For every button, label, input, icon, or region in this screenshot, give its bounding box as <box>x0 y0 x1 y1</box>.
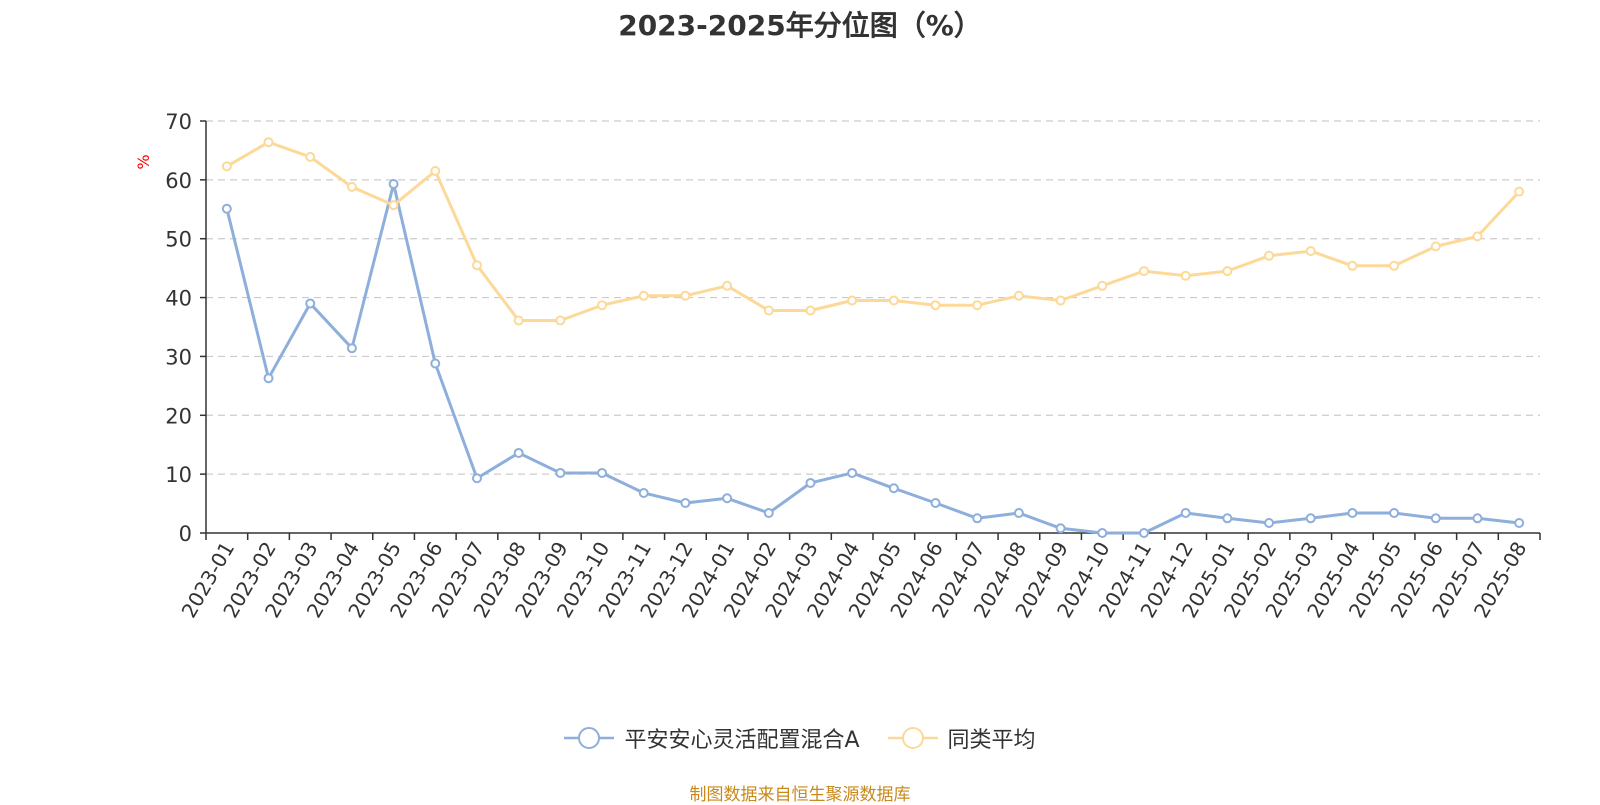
series-1-point <box>221 161 232 172</box>
series-1-point <box>763 305 774 316</box>
series-1-point <box>263 137 274 148</box>
series-1-point <box>388 200 399 211</box>
series-1-point <box>888 295 899 306</box>
series-0-point <box>680 497 691 508</box>
series-1-point <box>597 300 608 311</box>
series-0-point <box>805 477 816 488</box>
series-0-point <box>1472 513 1483 524</box>
series-0-point <box>1347 507 1358 518</box>
chart-title: 2023-2025年分位图（%） <box>618 9 982 42</box>
series-line-0 <box>225 182 1520 535</box>
series-line-1 <box>226 140 1521 323</box>
series-1-point <box>1180 270 1191 281</box>
series-1-point <box>1389 260 1400 271</box>
series-0-point <box>1430 513 1441 524</box>
series-1-point <box>1514 186 1525 197</box>
series-1-point <box>722 280 733 291</box>
legend-fund-label: 平安安心灵活配置混合A <box>624 728 860 753</box>
series-1-point <box>513 315 524 326</box>
series-1-point <box>555 315 566 326</box>
series-0-point <box>1180 507 1191 518</box>
series-0-point <box>513 447 524 458</box>
series-1-point <box>1305 246 1316 257</box>
series-0-point <box>1389 507 1400 518</box>
series-0-point <box>722 493 733 504</box>
chart-legend: 平安安心灵活配置混合A 同类平均 <box>0 722 1600 754</box>
series-0-point <box>1222 513 1233 524</box>
series-0-point <box>763 507 774 518</box>
series-1-point <box>1055 295 1066 306</box>
series-1-point <box>638 290 649 301</box>
legend-average-label: 同类平均 <box>947 728 1036 753</box>
series-1-point <box>847 295 858 306</box>
series-0-point <box>471 473 482 484</box>
series-0-point <box>1097 528 1108 538</box>
y-tick-label: 0 <box>179 522 192 546</box>
series-1-point <box>1222 266 1233 277</box>
series-0-point <box>1055 523 1066 534</box>
data-source-note: 制图数据来自恒生聚源数据库 <box>689 785 911 805</box>
series-1-point <box>1430 241 1441 252</box>
series-1-point <box>930 300 941 311</box>
series-1-point <box>305 151 316 162</box>
series-0-point <box>888 483 899 494</box>
y-tick-label: 40 <box>165 287 192 311</box>
y-tick-label: 20 <box>165 404 192 428</box>
series-0-point <box>346 343 357 354</box>
series-1-point <box>1138 266 1149 277</box>
y-tick-label: 60 <box>165 169 192 193</box>
series-1-point <box>805 305 816 316</box>
series-0-point <box>847 467 858 478</box>
series-0-point <box>597 467 608 478</box>
series-0-point <box>263 373 274 384</box>
series-1-point <box>1347 260 1358 271</box>
series-1-point <box>1264 250 1275 261</box>
y-tick-label: 70 <box>165 110 192 134</box>
series-1-point <box>1472 231 1483 242</box>
y-tick-label: 30 <box>165 345 192 369</box>
series-0-point <box>221 203 232 214</box>
series-0-point <box>638 487 649 498</box>
series-1-point <box>1097 280 1108 291</box>
y-tick-label: 50 <box>165 228 192 252</box>
series-1-point <box>430 166 441 177</box>
y-axis-label: % <box>134 154 153 169</box>
legend-item-fund[interactable]: 平安安心灵活配置混合A <box>564 722 860 754</box>
y-tick-label: 10 <box>165 463 192 487</box>
series-0-point <box>972 513 983 524</box>
series-0-point <box>1305 513 1316 524</box>
series-1-point <box>972 300 983 311</box>
legend-average-symbol <box>887 727 938 749</box>
series-0-point <box>1264 517 1275 528</box>
legend-item-average[interactable]: 同类平均 <box>887 722 1036 754</box>
legend-fund-symbol <box>564 727 615 749</box>
series-0-point <box>388 178 399 189</box>
series-1-point <box>471 260 482 271</box>
series-0-point <box>305 298 316 309</box>
series-0-point <box>430 358 441 369</box>
series-1-point <box>1013 290 1024 301</box>
series-0-point <box>555 467 566 478</box>
series-0-point <box>930 497 941 508</box>
series-0-point <box>1514 517 1525 528</box>
series-0-point <box>1138 528 1149 538</box>
series-1-point <box>346 181 357 192</box>
line-chart: 010203040506070%2023-012023-022023-03202… <box>134 110 1541 622</box>
series-1-point <box>680 290 691 301</box>
series-0-point <box>1013 507 1024 518</box>
